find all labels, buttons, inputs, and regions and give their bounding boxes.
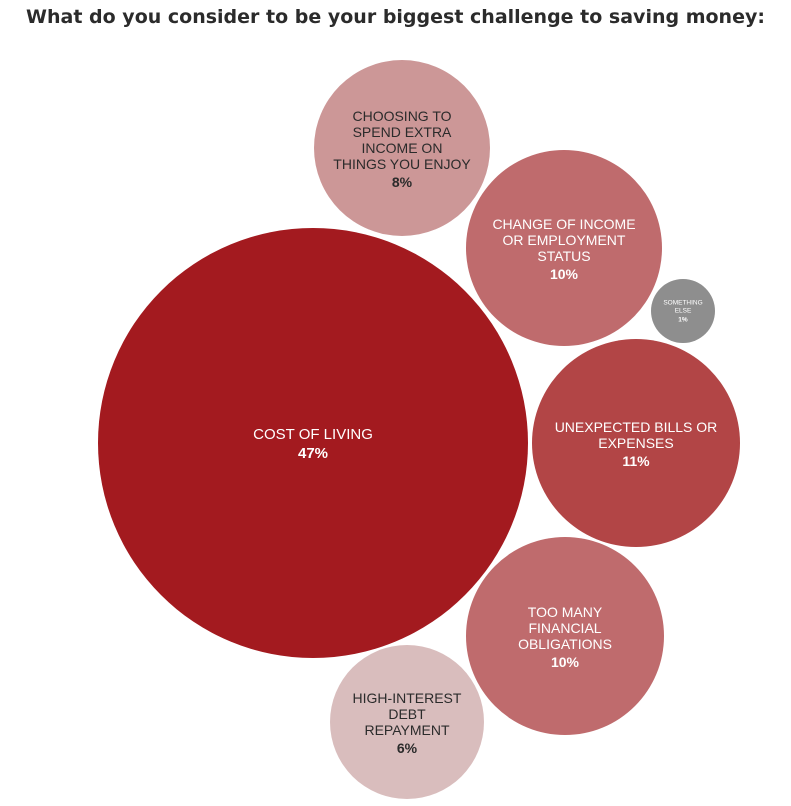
bubble-label: EXPENSES bbox=[598, 435, 673, 451]
bubble-label: CHANGE OF INCOME bbox=[492, 216, 635, 232]
bubble-label: SPEND EXTRA bbox=[353, 124, 452, 140]
bubble-label: STATUS bbox=[537, 248, 590, 264]
bubble-label: DEBT bbox=[388, 706, 426, 722]
bubble-label: OR EMPLOYMENT bbox=[503, 232, 626, 248]
bubble-label: TOO MANY bbox=[528, 604, 603, 620]
bubble-value: 6% bbox=[397, 740, 418, 756]
bubble-label: UNEXPECTED BILLS OR bbox=[555, 419, 718, 435]
bubble-value: 11% bbox=[622, 453, 650, 469]
bubble-label: OBLIGATIONS bbox=[518, 636, 612, 652]
bubble-label: REPAYMENT bbox=[364, 722, 449, 738]
bubble-label: COST OF LIVING bbox=[253, 426, 373, 443]
bubble-label: FINANCIAL bbox=[528, 620, 601, 636]
bubble-value: 47% bbox=[298, 445, 328, 462]
bubble-circle bbox=[466, 150, 662, 346]
bubble-value: 10% bbox=[550, 266, 579, 282]
bubble-value: 8% bbox=[392, 174, 413, 190]
bubble-circle bbox=[651, 279, 715, 343]
bubble-circle bbox=[330, 645, 484, 799]
bubble-label: ELSE bbox=[675, 308, 692, 315]
bubble-label: CHOOSING TO bbox=[352, 108, 451, 124]
bubble-value: 1% bbox=[678, 317, 688, 324]
bubble-circle bbox=[532, 339, 740, 547]
bubble-circle bbox=[98, 228, 528, 658]
bubble-label: SOMETHING bbox=[663, 300, 702, 307]
bubble-label: THINGS YOU ENJOY bbox=[333, 156, 471, 172]
bubble-circle bbox=[314, 60, 490, 236]
bubble: COST OF LIVING 47% bbox=[98, 228, 528, 658]
bubble-circle bbox=[466, 537, 664, 735]
bubble-label: HIGH-INTEREST bbox=[353, 690, 462, 706]
bubble-value: 10% bbox=[551, 654, 580, 670]
chart-title: What do you consider to be your biggest … bbox=[26, 6, 765, 28]
bubble-label: INCOME ON bbox=[362, 140, 443, 156]
